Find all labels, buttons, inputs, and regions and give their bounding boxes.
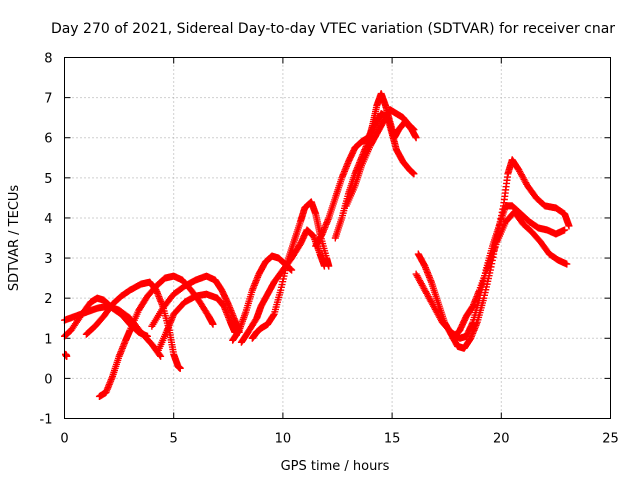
series-arc-12 (342, 106, 418, 210)
data-point (410, 170, 418, 178)
x-tick-label: 10 (275, 432, 292, 447)
x-tick-label: 20 (493, 432, 510, 447)
series-arc-8 (237, 226, 328, 346)
series-isolated (62, 350, 71, 360)
series-arc-15 (449, 208, 571, 342)
data-point (157, 352, 165, 360)
x-tick-label: 5 (170, 432, 178, 447)
series-arc-2 (61, 302, 165, 360)
y-tick-label: 2 (44, 292, 52, 307)
data-point (209, 320, 217, 328)
x-tick-label: 0 (60, 432, 68, 447)
x-tick-label: 25 (602, 432, 619, 447)
data-points (61, 90, 573, 400)
series-arc-5 (154, 290, 239, 354)
grid-lines (64, 57, 611, 419)
data-point (288, 266, 296, 274)
chart-title: Day 270 of 2021, Sidereal Day-to-day VTE… (51, 21, 615, 37)
data-point (410, 126, 418, 134)
y-axis-label: SDTVAR / TECUs (7, 185, 22, 292)
axis-ticks: 0 5 10 15 20 25 -1 0 1 2 3 4 5 6 7 8 (40, 52, 619, 447)
series-arc-3 (95, 272, 217, 400)
y-tick-label: 8 (44, 52, 52, 67)
plot-frame (64, 57, 611, 419)
y-tick-label: 5 (44, 172, 52, 187)
y-tick-label: 7 (44, 92, 52, 107)
y-tick-label: 1 (44, 332, 52, 347)
data-point (176, 364, 184, 372)
data-point (412, 134, 420, 142)
series-arc-11 (331, 90, 420, 242)
data-point (563, 260, 571, 268)
x-tick-label: 15 (384, 432, 401, 447)
data-point (561, 226, 569, 234)
y-tick-label: 3 (44, 252, 52, 267)
y-tick-label: 4 (44, 212, 52, 227)
x-axis-label: GPS time / hours (281, 459, 390, 474)
data-point (156, 351, 164, 359)
y-tick-label: 0 (44, 372, 52, 387)
series-arc-9 (248, 198, 333, 342)
data-point (325, 262, 333, 270)
y-tick-label: 6 (44, 132, 52, 147)
data-point (565, 222, 573, 230)
y-tick-label: -1 (40, 413, 53, 428)
